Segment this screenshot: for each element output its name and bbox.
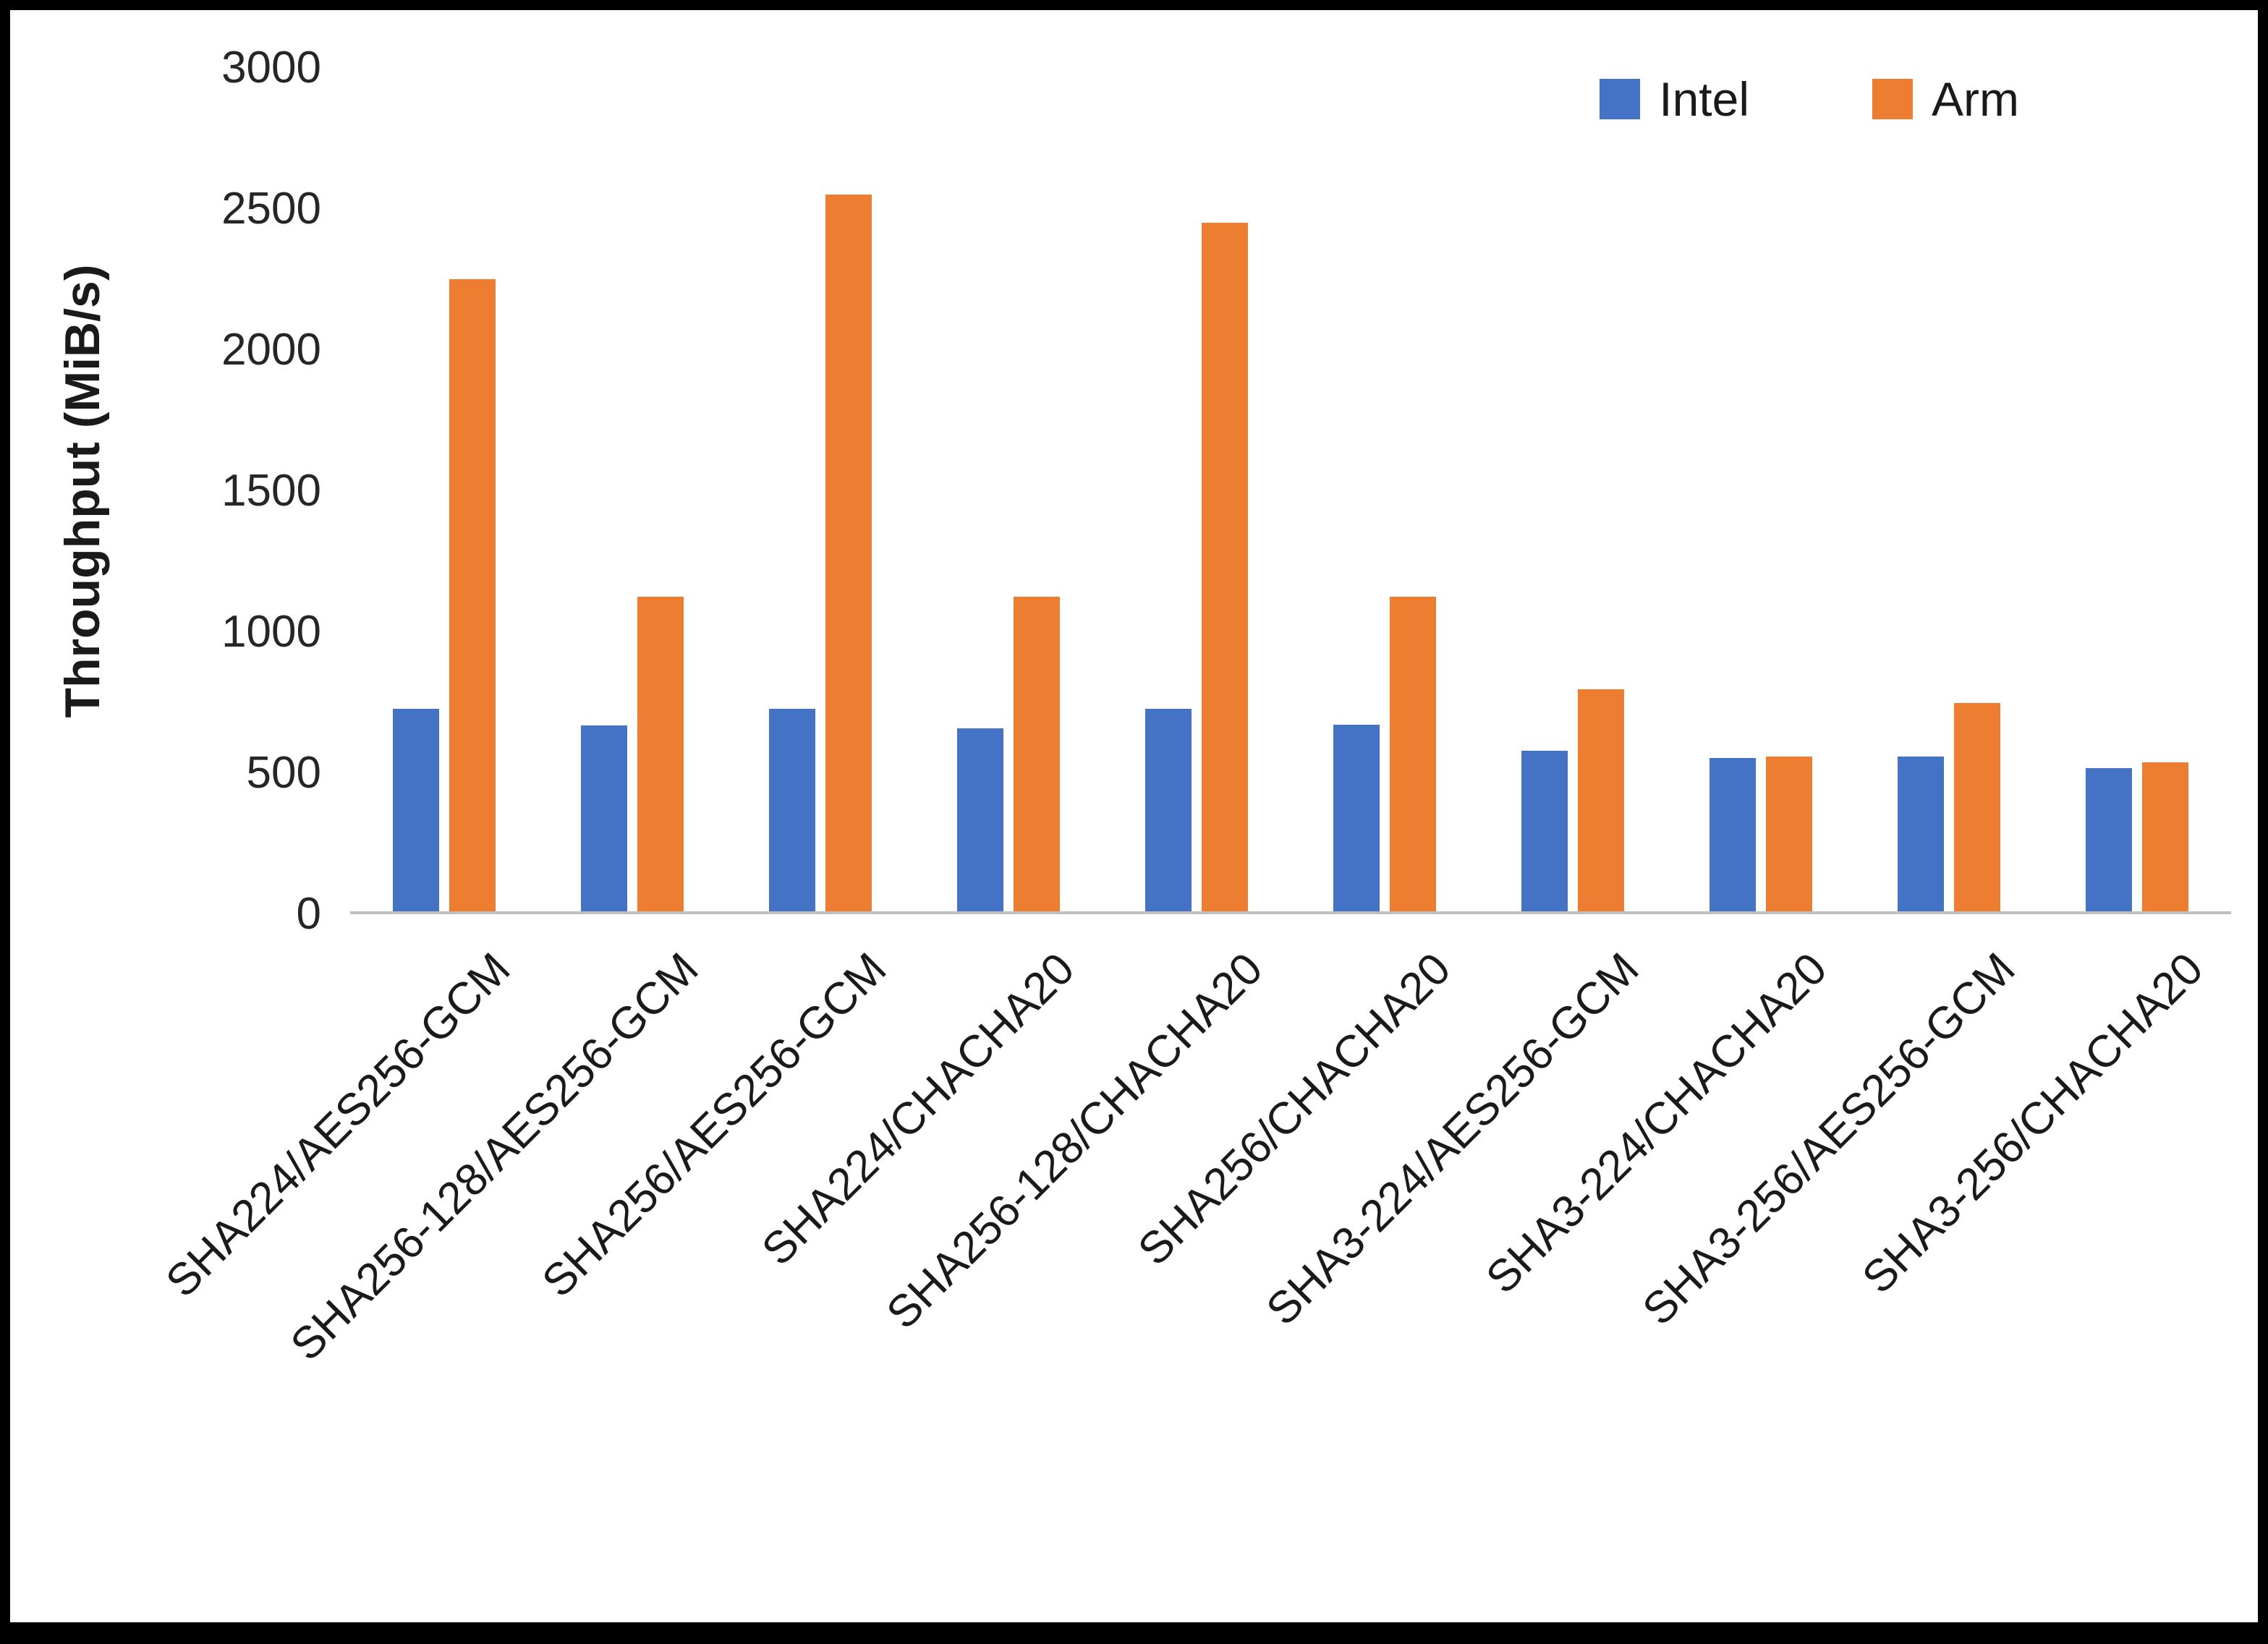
bar-intel (1898, 757, 1944, 911)
bar-arm (449, 278, 496, 911)
bar-intel (1521, 751, 1568, 911)
bar-group (1898, 68, 2000, 911)
bar-arm (2142, 762, 2188, 911)
y-tick-label: 1000 (221, 607, 321, 657)
bar-group (769, 68, 872, 911)
bar-intel (769, 709, 815, 911)
plot-area (350, 68, 2231, 914)
bar-arm (1202, 222, 1248, 911)
legend-label: Intel (1659, 72, 1750, 126)
bar-arm (637, 596, 684, 911)
bar-group (581, 68, 684, 911)
bar-group (1710, 68, 1812, 911)
bar-group (2086, 68, 2188, 911)
bar-intel (1333, 724, 1380, 911)
bar-arm (1766, 757, 1812, 911)
y-axis-ticks: 0 500 1000 1500 2000 2500 3000 (10, 10, 2258, 1622)
legend-item-arm: Arm (1872, 72, 2019, 127)
legend-swatch-intel (1600, 79, 1641, 119)
bar-group (393, 68, 496, 911)
bar-group (1333, 68, 1436, 911)
legend-label: Arm (1932, 72, 2019, 126)
legend: Intel Arm (1600, 72, 2019, 127)
throughput-bar-chart: Throughput (MiB/s) 0 500 1000 1500 2000 2500 3… (10, 10, 2258, 1622)
bar-arm (825, 194, 872, 911)
y-tick-label: 2500 (221, 184, 321, 234)
bar-intel (957, 728, 1003, 911)
bar-intel (2086, 767, 2132, 911)
bar-group (1521, 68, 1624, 911)
bar-arm (1390, 596, 1436, 911)
legend-swatch-arm (1872, 79, 1914, 119)
legend-item-intel: Intel (1600, 72, 1749, 127)
bar-intel (393, 709, 439, 911)
bar-intel (1710, 758, 1756, 911)
y-tick-label: 1500 (221, 466, 321, 516)
y-tick-label: 0 (296, 889, 321, 939)
y-tick-label: 500 (246, 748, 321, 798)
bar-intel (581, 725, 627, 911)
y-tick-label: 3000 (221, 43, 321, 93)
bar-intel (1145, 709, 1192, 911)
bar-arm (1954, 703, 2000, 911)
bar-group (957, 68, 1060, 911)
bar-arm (1014, 596, 1060, 911)
bar-group (1145, 68, 1248, 911)
y-tick-label: 2000 (221, 325, 321, 375)
bar-arm (1578, 689, 1624, 911)
